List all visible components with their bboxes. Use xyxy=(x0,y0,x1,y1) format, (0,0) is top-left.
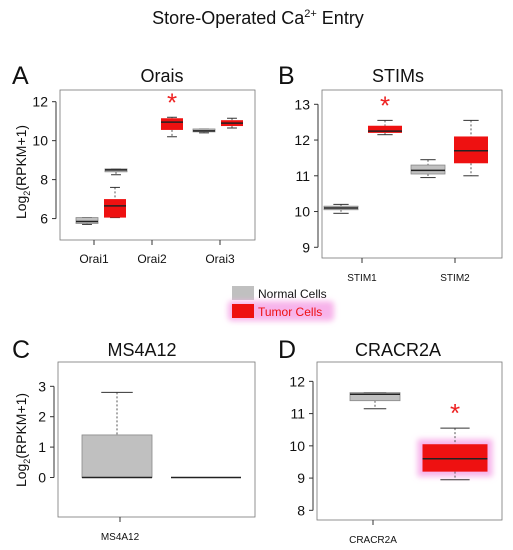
y-tick-label: 10 xyxy=(294,204,310,220)
y-tick-label: 3 xyxy=(38,378,46,394)
normal-box xyxy=(323,203,359,214)
y-axis-label-c: Log2(RPKM+1) xyxy=(13,393,32,487)
plot-orais: 6 8 10 12 Orai1 Orai2 Orai3 * xyxy=(32,87,256,266)
y-tick-label: 8 xyxy=(40,172,48,188)
y-tick-label: 0 xyxy=(38,469,46,485)
y-tick-label: 12 xyxy=(294,132,310,148)
plot-frame xyxy=(321,89,503,259)
x-tick-label: MS4A12 xyxy=(101,532,140,543)
legend-glow-tumor xyxy=(228,301,334,321)
normal-box xyxy=(410,159,446,179)
y-tick-label: 8 xyxy=(297,502,305,518)
tumor-box xyxy=(368,119,402,136)
normal-box xyxy=(104,168,128,176)
x-tick-label: STIM1 xyxy=(347,273,377,284)
significance-star: * xyxy=(167,87,177,117)
plot-cracr2a: 8 9 10 11 12 CRACR2A * xyxy=(289,361,503,546)
significance-star: * xyxy=(380,90,390,120)
legend-swatch-normal xyxy=(232,286,254,300)
box-body xyxy=(81,434,153,478)
x-tick-label: Orai2 xyxy=(137,252,167,266)
normal-box xyxy=(349,392,401,410)
y-tick-label: 11 xyxy=(295,168,310,184)
y-axis-label-a: Log2(RPKM+1) xyxy=(13,125,32,219)
y-tick-label: 12 xyxy=(289,373,305,389)
x-tick-label: Orai3 xyxy=(205,252,235,266)
plot-ms4a12: 0 1 2 3 MS4A12 xyxy=(38,361,256,543)
panel-letter-b: B xyxy=(278,62,295,90)
box-body xyxy=(161,118,183,130)
y-tick-label: 9 xyxy=(302,239,310,255)
panel-letter-d: D xyxy=(278,336,296,364)
significance-star: * xyxy=(450,398,460,428)
plot-frame xyxy=(57,361,256,518)
y-tick-label: 11 xyxy=(290,406,305,422)
y-tick-label: 6 xyxy=(40,211,48,227)
y-tick-label: 13 xyxy=(294,96,310,112)
plot-frame xyxy=(316,361,503,521)
tumor-box xyxy=(221,117,243,129)
panel-title-d: CRACR2A xyxy=(355,340,441,360)
y-tick-label: 10 xyxy=(289,438,305,454)
box-body xyxy=(368,125,402,133)
x-tick-label: STIM2 xyxy=(440,273,470,284)
legend-label-normal: Normal Cells xyxy=(258,287,327,301)
panel-letter-a: A xyxy=(12,62,29,90)
y-tick-label: 12 xyxy=(32,94,48,110)
y-tick-label: 9 xyxy=(297,470,305,486)
normal-box xyxy=(75,217,99,225)
x-tick-label: Orai1 xyxy=(79,252,109,266)
panel-letter-c: C xyxy=(12,336,30,364)
box-body xyxy=(75,217,99,224)
tumor-box xyxy=(454,119,488,177)
plot-stims: 9 10 11 12 13 STIM1 STIM2 * xyxy=(294,89,503,284)
y-tick-label: 10 xyxy=(32,133,48,149)
tumor-box xyxy=(161,116,183,138)
panel-title-a: Orais xyxy=(140,66,183,86)
box-body xyxy=(410,164,446,175)
y-tick-label: 1 xyxy=(38,439,46,455)
panel-title-c: MS4A12 xyxy=(107,340,176,360)
y-tick-label: 2 xyxy=(38,409,46,425)
normal-box xyxy=(192,128,216,134)
x-tick-label: CRACR2A xyxy=(349,535,397,546)
legend-label-tumor: Tumor Cells xyxy=(258,305,322,319)
legend-swatch-tumor xyxy=(232,304,254,318)
box-body xyxy=(104,199,126,218)
box-body xyxy=(349,392,401,402)
figure-title: Store-Operated Ca2+ Entry xyxy=(152,8,364,28)
tumor-box xyxy=(104,186,126,219)
panel-title-b: STIMs xyxy=(372,66,424,86)
box-body xyxy=(422,444,488,472)
box-body xyxy=(454,136,488,164)
legend: Normal Cells Tumor Cells xyxy=(228,286,334,321)
normal-box xyxy=(81,391,153,479)
plot-frame xyxy=(59,89,256,241)
tumor-box xyxy=(417,427,493,481)
